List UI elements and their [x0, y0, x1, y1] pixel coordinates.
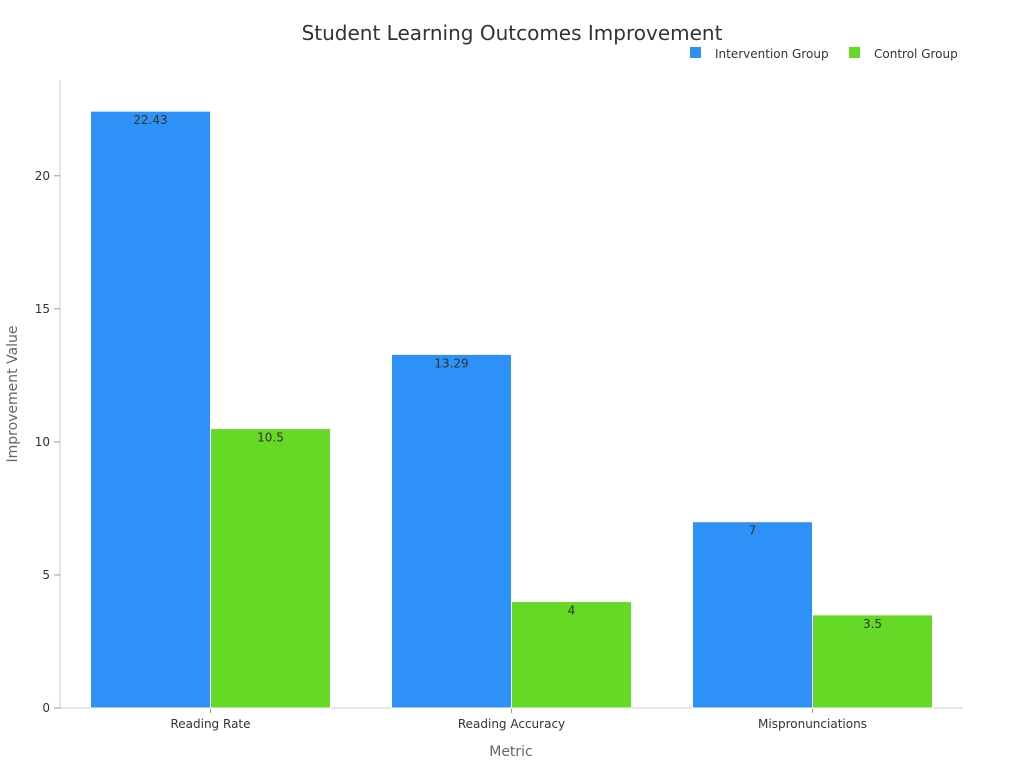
bar-control-2 [812, 614, 933, 709]
y-tick-label: 5 [42, 568, 50, 582]
legend-swatch [849, 47, 860, 58]
y-axis-label: Improvement Value [5, 325, 21, 462]
bar-value-label: 22.43 [133, 113, 167, 127]
bar-intervention-2 [692, 521, 813, 709]
legend: Intervention Group Control Group [690, 47, 958, 61]
legend-label: Control Group [874, 47, 958, 61]
y-tick-label: 15 [35, 302, 50, 316]
bar-control-0 [210, 428, 331, 709]
bar-value-label: 3.5 [863, 617, 882, 631]
x-tick-label: Reading Rate [170, 717, 250, 731]
bar-value-label: 4 [568, 604, 576, 618]
y-tick-label: 0 [42, 701, 50, 715]
x-axis-label: Metric [489, 744, 533, 760]
bar-value-label: 10.5 [257, 431, 284, 445]
y-tick-label: 10 [35, 435, 50, 449]
x-axis-ticks: Reading Rate Reading Accuracy Mispronuncia… [170, 708, 867, 731]
bar-intervention-1 [391, 353, 512, 709]
y-axis-ticks: 0 5 10 15 20 [35, 169, 60, 715]
x-tick-label: Mispronunciations [758, 717, 867, 731]
chart-title: Student Learning Outcomes Improvement [302, 21, 723, 45]
bar-intervention-0 [90, 110, 211, 709]
y-tick-label: 20 [35, 169, 50, 183]
bar-value-label: 7 [749, 524, 757, 538]
data-labels: 22.43 10.5 13.29 4 7 3.5 [133, 113, 882, 631]
bar-control-1 [511, 601, 632, 709]
legend-label: Intervention Group [715, 47, 829, 61]
bars [90, 110, 933, 709]
bar-value-label: 13.29 [434, 356, 468, 370]
legend-swatch [690, 47, 701, 58]
x-tick-label: Reading Accuracy [458, 717, 565, 731]
